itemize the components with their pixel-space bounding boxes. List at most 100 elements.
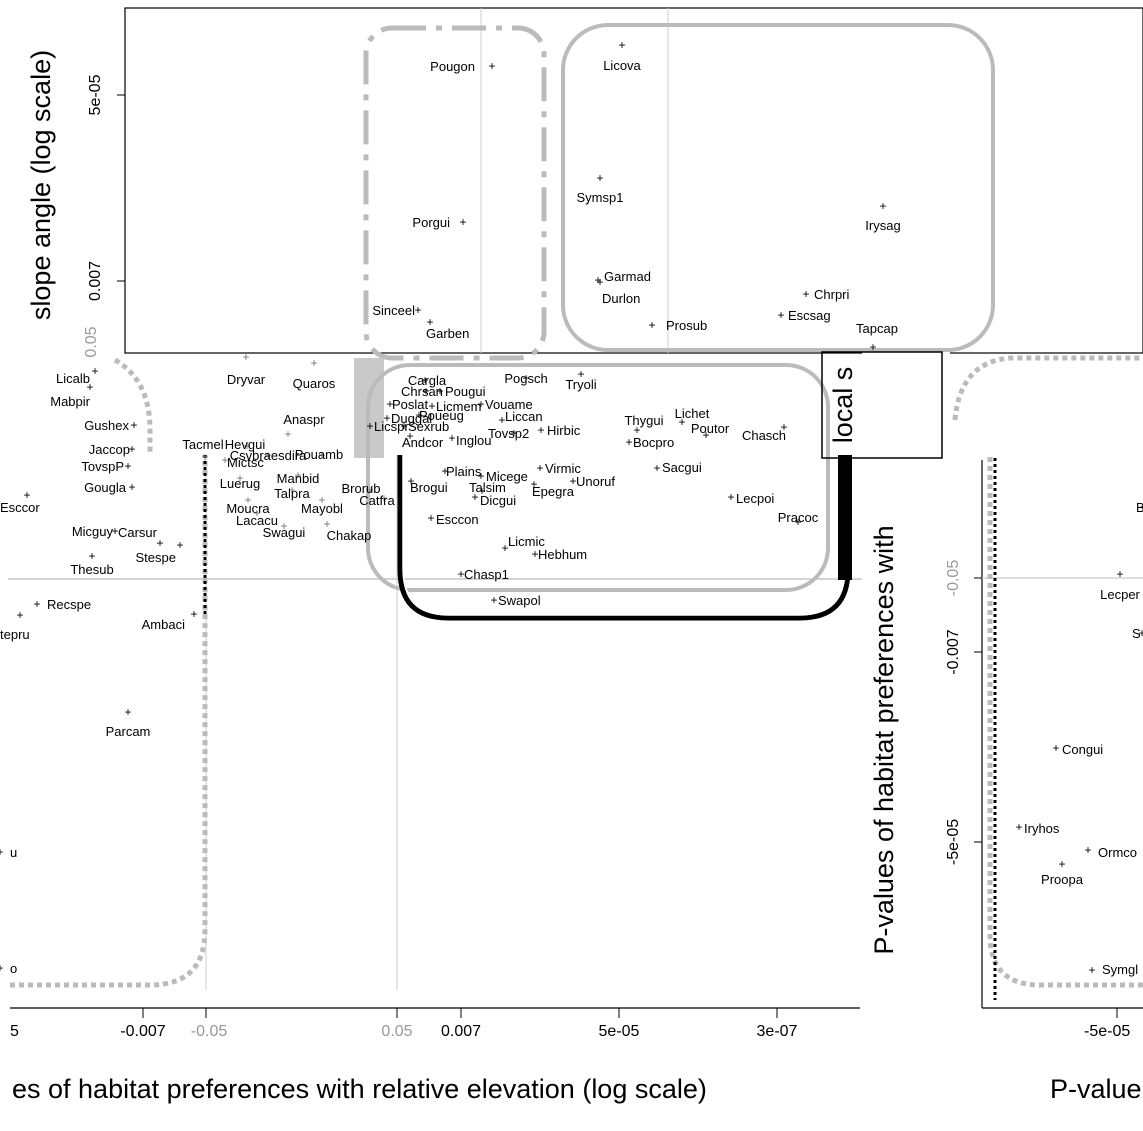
main-point-mabpir: +Mabpir [50, 380, 93, 409]
main-point-tacmel: +Tacmel [182, 437, 223, 464]
point-marker: + [537, 423, 544, 437]
point-marker: + [625, 435, 632, 449]
point-label: Tovsp2 [488, 426, 529, 441]
right-point-symgl: + Symgl [1088, 962, 1138, 977]
point-marker: + [536, 461, 543, 475]
main-point-dicgui: + Dicgui [471, 490, 516, 508]
point-marker: + [128, 442, 135, 456]
top-point-escsag: + Escsag [777, 308, 830, 323]
right-xtick-label-1: -5e-05 [1084, 1023, 1130, 1040]
point-marker: + [406, 429, 413, 443]
point-label: Lecper [1100, 587, 1140, 602]
main-point-csvbraesdira: +Csvbraesdira [230, 448, 307, 463]
main-point-virmic: + Virmic [536, 461, 581, 476]
point-marker: + [457, 567, 464, 581]
point-label: Swagui [263, 525, 306, 540]
point-marker: + [879, 199, 886, 213]
point-marker: + [522, 371, 529, 385]
point-label: Poueug [419, 408, 464, 423]
point-marker: + [0, 961, 4, 975]
point-label: Lecpoi [736, 491, 774, 506]
point-label: Tacmel [182, 437, 223, 452]
point-marker: + [488, 59, 495, 73]
point-label: Swapol [498, 593, 541, 608]
main-point-licspr: + Licspr [366, 419, 409, 434]
main-point-pracoc: +Pracoc [778, 510, 819, 529]
point-label: Tapcap [856, 321, 898, 336]
point-marker: + [253, 506, 260, 520]
point-marker: + [426, 315, 433, 329]
main-x-axis-label: es of habitat preferences with relative … [12, 1074, 707, 1104]
point-marker: + [33, 597, 40, 611]
point-marker: + [236, 471, 243, 485]
point-label: Chasp1 [464, 567, 509, 582]
top-point-irysag: + Irysag [865, 199, 900, 233]
right-x-axis-label: P-value [1050, 1074, 1142, 1104]
point-marker: + [310, 356, 317, 370]
main-point-swagui: +Swagui [263, 519, 306, 540]
top-ytick-label-3: 0.05 [83, 326, 100, 357]
main-point-cargla: +Cargla [408, 373, 447, 388]
point-marker: + [459, 215, 466, 229]
main-point-sacgui: + Sacgui [653, 460, 701, 475]
main-point-jaccop: +Jaccop [89, 442, 136, 457]
point-label: Andcor [402, 435, 444, 450]
point-label: Escsag [788, 308, 831, 323]
point-label: Manbid [277, 471, 320, 486]
point-marker: + [366, 419, 373, 433]
main-point-chrsan: +Chrsan [401, 384, 443, 399]
point-label: Sinceel [372, 303, 415, 318]
point-label: Garben [426, 326, 469, 341]
side-inner-y-label-2: local s [828, 367, 858, 444]
point-marker: + [1116, 567, 1123, 581]
point-marker: + [1138, 626, 1143, 640]
main-point-carsur: +Carsur [118, 525, 164, 550]
point-label: Gougla [84, 480, 127, 495]
side-panel-black-frame [821, 351, 943, 459]
point-label: Sexrub [408, 419, 449, 434]
main-point-chasch: +Chasch [742, 420, 788, 443]
top-point-garmad: + Garmad [594, 269, 650, 287]
point-marker: + [16, 608, 23, 622]
point-marker: + [727, 490, 734, 504]
point-label: Unoruf [576, 474, 615, 489]
point-marker: + [242, 350, 249, 364]
main-point-andcor: +Andcor [402, 429, 444, 450]
main-point-inglou: + Inglou [448, 431, 491, 448]
top-point-symsp1: + Symsp1 [577, 171, 624, 205]
point-label: Lacacu [236, 513, 278, 528]
main-point-lichet: +Lichet [675, 406, 710, 429]
main-point-micege: + Micege [477, 469, 527, 484]
main-xtick-label-5: 5e-05 [599, 1023, 640, 1040]
main-point-tryoli: +Tryoli [565, 367, 596, 392]
point-marker: + [0, 845, 4, 859]
point-label: Anaspr [283, 412, 325, 427]
main-left-dotted-region-top [113, 357, 153, 455]
main-point-vouame: + Vouame [477, 397, 532, 412]
point-marker: + [407, 474, 414, 488]
main-point-u: +u [0, 845, 17, 860]
main-xtick-label-4: 0.007 [441, 1023, 481, 1040]
right-point-proopa: +Proopa [1041, 857, 1084, 887]
point-marker: + [221, 453, 228, 467]
point-label: Sacgui [662, 460, 702, 475]
main-point-epegra: +Epegra [530, 477, 574, 499]
point-label: Stespe [136, 550, 176, 565]
point-label: S [1132, 626, 1141, 641]
point-marker: + [794, 515, 801, 529]
main-point-unoruf: + Unoruf [569, 474, 615, 489]
top-point-pougon: + Pougon [430, 59, 495, 74]
right-ytick-label-1: -0.05 [945, 560, 962, 597]
main-point-recspe: + Recspe [33, 597, 91, 612]
point-marker: + [678, 415, 685, 429]
main-point-talpra: +Talpra [274, 483, 310, 501]
point-marker: + [318, 448, 325, 462]
point-marker: + [111, 524, 118, 538]
main-point-tepru: + tepru [0, 608, 30, 642]
point-label: u [10, 845, 17, 860]
point-label: Ambaci [142, 617, 185, 632]
main-left-dotted-region [10, 455, 208, 988]
main-point-plains: +Plains [441, 464, 481, 479]
point-label: Carsur [118, 525, 158, 540]
